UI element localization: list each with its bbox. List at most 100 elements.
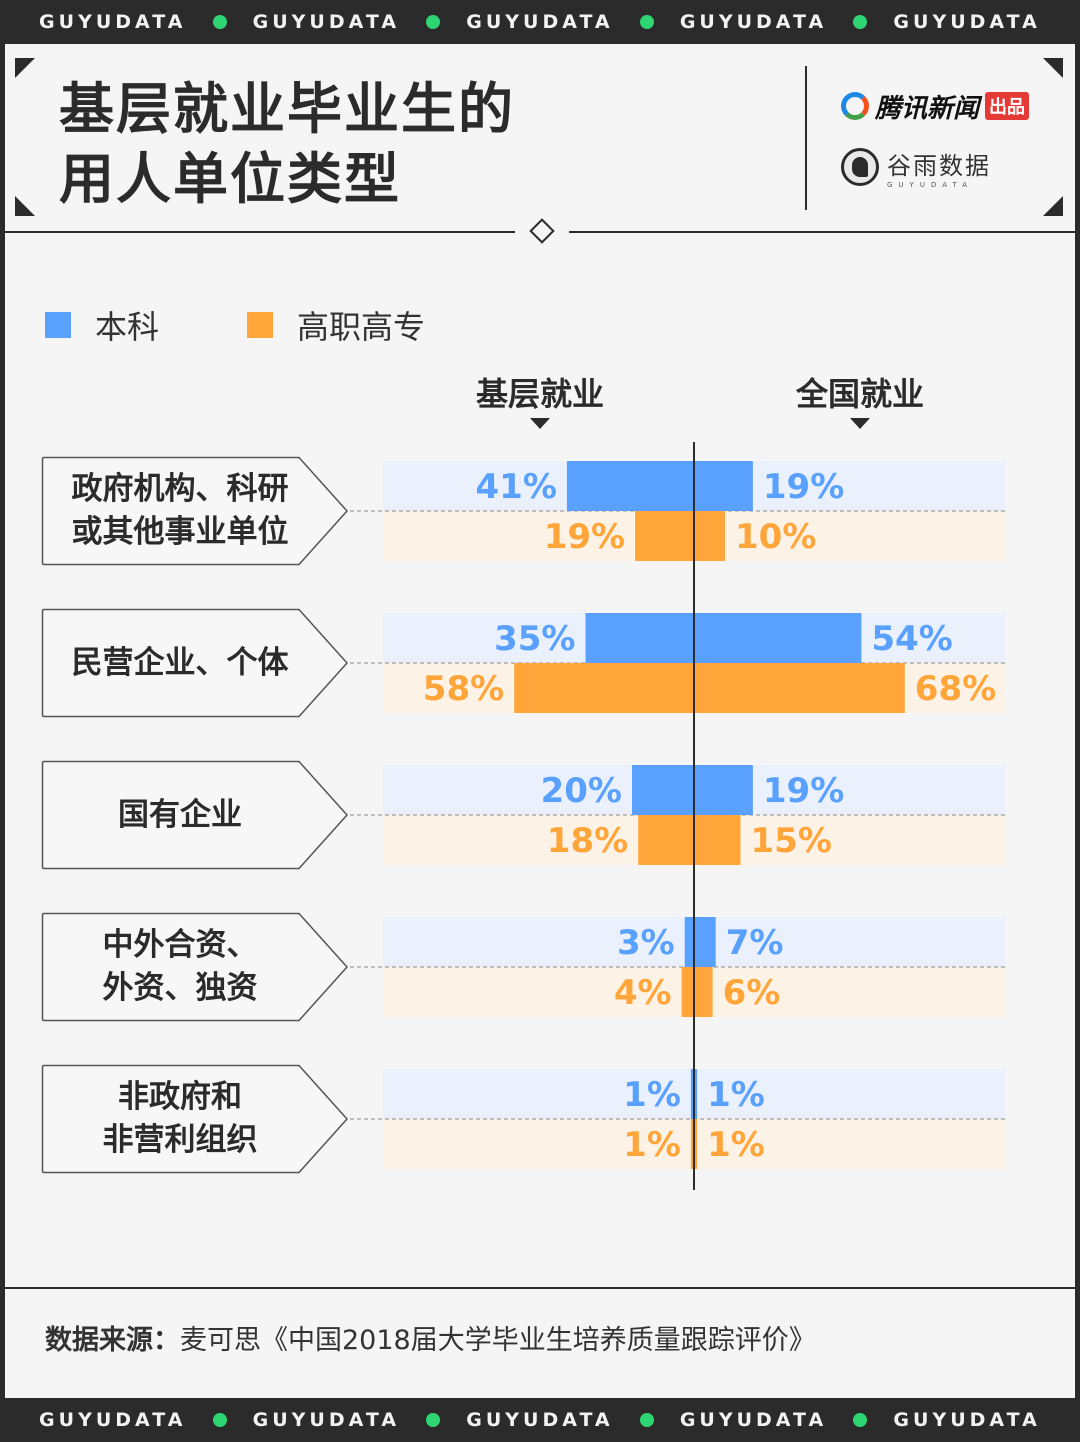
data-source: 数据来源：麦可思《中国2018届大学毕业生培养质量跟踪评价》: [45, 1318, 816, 1357]
strip-word: GUYUDATA: [252, 11, 401, 33]
category-label: 国有企业: [118, 796, 242, 833]
data-label: 68%: [915, 669, 996, 709]
page-title: 基层就业毕业生的 用人单位类型: [59, 74, 679, 214]
data-label: 54%: [871, 619, 952, 659]
footer-divider: [5, 1287, 1075, 1289]
strip-dot-icon: [639, 15, 654, 29]
bar-vocational-national: [694, 1119, 698, 1169]
data-label: 1%: [623, 1075, 681, 1115]
bar-bachelor-grassroots: [566, 461, 694, 511]
data-label: 10%: [735, 517, 816, 557]
strip-dot-icon: [853, 15, 868, 29]
column-header-national: 全国就业: [795, 375, 924, 413]
category-label: 非政府和 非营利组织: [102, 1079, 258, 1158]
bar-vocational-national: [694, 663, 905, 713]
data-label: 7%: [726, 923, 784, 963]
bar-bachelor-grassroots: [684, 917, 694, 967]
legend-item-vocational: 高职高专: [247, 302, 425, 348]
strip-word: GUYUDATA: [679, 11, 828, 33]
bottom-brand-strip: GUYUDATA GUYUDATA GUYUDATA GUYUDATA GUYUDATA: [0, 1398, 1080, 1442]
legend-item-bachelor: 本科: [45, 302, 159, 348]
category-box: 中外合资、 外资、独资: [41, 912, 351, 1022]
data-source-label: 数据来源：: [45, 1325, 180, 1356]
bar-bachelor-national: [694, 461, 753, 511]
data-label: 41%: [476, 467, 557, 507]
corner-mark-top-right: [1043, 58, 1063, 78]
top-brand-strip: GUYUDATA GUYUDATA GUYUDATA GUYUDATA GUYUDATA: [0, 0, 1080, 44]
legend-label-vocational: 高职高专: [297, 308, 426, 346]
data-label: 1%: [707, 1075, 765, 1115]
data-label: 1%: [707, 1125, 765, 1165]
strip-word: GUYUDATA: [893, 11, 1041, 33]
column-arrow-national: [850, 418, 870, 429]
bar-bachelor-grassroots: [585, 613, 694, 663]
data-label: 19%: [763, 771, 844, 811]
data-label: 15%: [751, 821, 832, 861]
data-label: 19%: [544, 517, 625, 557]
guyu-bird-icon: [841, 148, 879, 186]
bar-bachelor-national: [694, 765, 753, 815]
data-label: 20%: [541, 771, 622, 811]
category-box: 非政府和 非营利组织: [41, 1064, 351, 1174]
infographic-panel: 基层就业毕业生的 用人单位类型 腾讯新闻 出品 谷雨数据 GUYUDATA 本科…: [5, 44, 1075, 1398]
bar-vocational-grassroots: [635, 511, 694, 561]
header-divider: [805, 66, 807, 210]
data-label: 18%: [547, 821, 628, 861]
strip-dot-icon: [212, 1413, 227, 1427]
bar-vocational-grassroots: [638, 815, 694, 865]
diverging-bar-chart: 41% 19% 19% 10% 35% 54% 58% 68% 20% 19% 18% 15% 3% 7%…: [350, 442, 1005, 1190]
legend-swatch-vocational: [247, 312, 273, 338]
bar-bachelor-grassroots: [632, 765, 694, 815]
strip-word: GUYUDATA: [252, 1409, 401, 1431]
bar-bachelor-national: [694, 917, 716, 967]
strip-word: GUYUDATA: [893, 1409, 1041, 1431]
data-label: 35%: [494, 619, 575, 659]
data-label: 3%: [617, 923, 675, 963]
tencent-news-icon: [841, 92, 869, 120]
data-source-text: 麦可思《中国2018届大学毕业生培养质量跟踪评价》: [180, 1325, 816, 1356]
data-label: 19%: [763, 467, 844, 507]
tencent-news-logo: 腾讯新闻 出品: [841, 86, 1030, 126]
data-label: 1%: [623, 1125, 681, 1165]
column-arrow-grassroots: [530, 418, 550, 429]
bar-vocational-national: [694, 815, 741, 865]
strip-dot-icon: [853, 1413, 868, 1427]
strip-dot-icon: [426, 15, 441, 29]
header-rule-right: [569, 231, 1075, 233]
title-line-1: 基层就业毕业生的: [59, 77, 516, 141]
corner-mark-top-left: [15, 58, 35, 78]
category-box: 国有企业: [41, 760, 351, 870]
header-rule-left: [5, 231, 515, 233]
legend-label-bachelor: 本科: [95, 308, 160, 346]
corner-mark-bottom-left: [15, 196, 35, 216]
strip-word: GUYUDATA: [466, 1409, 614, 1431]
strip-word: GUYUDATA: [39, 11, 187, 33]
strip-word: GUYUDATA: [679, 1409, 828, 1431]
column-header-grassroots: 基层就业: [475, 375, 604, 413]
bar-vocational-national: [694, 511, 725, 561]
data-label: 6%: [723, 973, 781, 1013]
corner-mark-bottom-right: [1043, 196, 1063, 216]
guyu-data-sub: GUYUDATA: [887, 180, 973, 189]
legend-swatch-bachelor: [45, 312, 71, 338]
guyu-data-name: 谷雨数据: [887, 151, 991, 180]
tencent-news-tag: 出品: [985, 92, 1030, 120]
guyu-data-logo: 谷雨数据 GUYUDATA: [841, 144, 991, 190]
bar-vocational-grassroots: [514, 663, 694, 713]
category-label: 民营企业、个体: [71, 644, 289, 681]
strip-word: GUYUDATA: [466, 11, 614, 33]
title-line-2: 用人单位类型: [59, 147, 402, 211]
category-label: 中外合资、 外资、独资: [102, 927, 258, 1006]
tencent-news-name: 腾讯新闻: [875, 93, 980, 124]
strip-dot-icon: [426, 1413, 441, 1427]
bar-bachelor-national: [694, 613, 862, 663]
bar-bachelor-grassroots: [690, 1069, 694, 1119]
bar-vocational-national: [694, 967, 713, 1017]
data-label: 58%: [423, 669, 504, 709]
bar-bachelor-national: [694, 1069, 698, 1119]
data-label: 4%: [614, 973, 672, 1013]
strip-word: GUYUDATA: [39, 1409, 187, 1431]
bar-vocational-grassroots: [690, 1119, 694, 1169]
category-box: 政府机构、科研 或其他事业单位: [41, 456, 351, 566]
category-label: 政府机构、科研 或其他事业单位: [71, 471, 289, 550]
